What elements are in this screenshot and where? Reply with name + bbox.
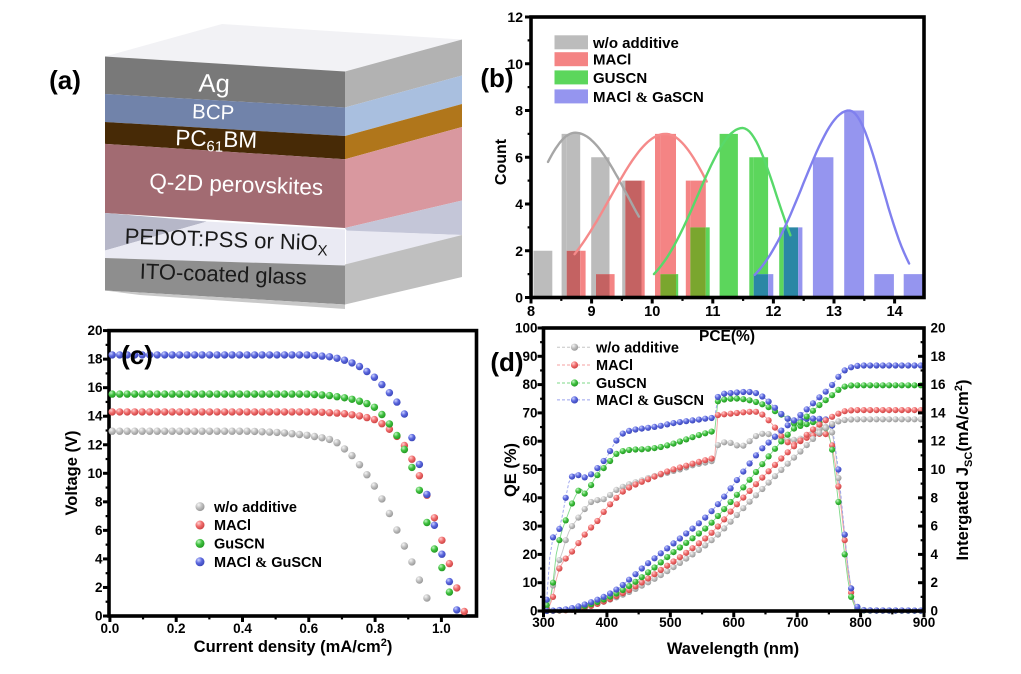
svg-text:8: 8 bbox=[515, 103, 523, 119]
svg-text:6: 6 bbox=[931, 519, 939, 534]
svg-text:16: 16 bbox=[931, 377, 947, 392]
svg-text:1.0: 1.0 bbox=[432, 621, 451, 636]
svg-text:GuSCN: GuSCN bbox=[214, 537, 265, 553]
svg-text:MACl: MACl bbox=[593, 52, 631, 69]
svg-text:0.8: 0.8 bbox=[366, 621, 385, 636]
svg-text:300: 300 bbox=[532, 615, 555, 630]
svg-text:(d): (d) bbox=[490, 347, 523, 377]
svg-text:10: 10 bbox=[522, 575, 537, 590]
svg-text:PC61BM: PC61BM bbox=[175, 125, 258, 157]
svg-text:8: 8 bbox=[527, 304, 535, 320]
svg-text:BCP: BCP bbox=[192, 100, 235, 124]
svg-text:500: 500 bbox=[659, 615, 682, 630]
svg-text:12: 12 bbox=[507, 9, 523, 25]
svg-text:14: 14 bbox=[87, 409, 103, 424]
svg-text:Intergated JSC(mA/cm2): Intergated JSC(mA/cm2) bbox=[953, 380, 975, 561]
svg-text:800: 800 bbox=[849, 615, 872, 630]
svg-text:20: 20 bbox=[931, 321, 946, 336]
svg-text:11: 11 bbox=[705, 304, 720, 320]
svg-text:4: 4 bbox=[931, 547, 939, 562]
svg-text:MACl: MACl bbox=[214, 518, 251, 534]
svg-text:700: 700 bbox=[786, 615, 809, 630]
svg-text:2: 2 bbox=[95, 580, 103, 595]
svg-text:Current density (mA/cm2): Current density (mA/cm2) bbox=[194, 637, 393, 656]
svg-text:90: 90 bbox=[522, 349, 537, 364]
svg-text:12: 12 bbox=[765, 304, 781, 320]
svg-text:4: 4 bbox=[515, 196, 523, 212]
svg-text:600: 600 bbox=[722, 615, 745, 630]
svg-text:2: 2 bbox=[515, 243, 523, 259]
svg-text:8: 8 bbox=[95, 494, 103, 509]
svg-text:GUSCN: GUSCN bbox=[593, 70, 647, 87]
svg-text:18: 18 bbox=[87, 352, 103, 367]
svg-text:(a): (a) bbox=[49, 65, 81, 95]
svg-text:16: 16 bbox=[87, 380, 103, 395]
svg-text:60: 60 bbox=[522, 434, 537, 449]
svg-text:10: 10 bbox=[931, 462, 946, 477]
svg-text:Count: Count bbox=[493, 138, 510, 185]
svg-text:40: 40 bbox=[522, 490, 537, 505]
svg-text:0: 0 bbox=[931, 604, 939, 619]
svg-text:70: 70 bbox=[522, 405, 537, 420]
svg-text:(b): (b) bbox=[480, 63, 513, 93]
svg-text:w/o additive: w/o additive bbox=[213, 500, 297, 516]
svg-text:w/o additive: w/o additive bbox=[595, 340, 679, 356]
svg-text:PCE(%): PCE(%) bbox=[699, 328, 755, 345]
svg-text:50: 50 bbox=[522, 462, 537, 477]
svg-text:20: 20 bbox=[87, 323, 102, 338]
svg-text:14: 14 bbox=[931, 405, 947, 420]
svg-text:10: 10 bbox=[507, 56, 523, 72]
svg-text:30: 30 bbox=[522, 519, 537, 534]
svg-text:8: 8 bbox=[931, 490, 939, 505]
svg-text:MACl & GuSCN: MACl & GuSCN bbox=[214, 555, 322, 571]
svg-text:w/o additive: w/o additive bbox=[592, 35, 679, 52]
svg-text:4: 4 bbox=[95, 551, 103, 566]
svg-text:(c): (c) bbox=[121, 340, 153, 370]
svg-text:6: 6 bbox=[515, 149, 523, 165]
svg-text:13: 13 bbox=[826, 304, 842, 320]
svg-text:0: 0 bbox=[515, 290, 523, 306]
svg-text:100: 100 bbox=[515, 321, 538, 336]
svg-text:12: 12 bbox=[87, 437, 102, 452]
svg-text:10: 10 bbox=[644, 304, 660, 320]
svg-text:0.6: 0.6 bbox=[299, 621, 318, 636]
svg-text:0: 0 bbox=[95, 609, 103, 624]
svg-text:QE (%): QE (%) bbox=[502, 443, 520, 497]
svg-text:Ag: Ag bbox=[198, 69, 230, 98]
svg-text:0.4: 0.4 bbox=[233, 621, 252, 636]
svg-text:2: 2 bbox=[931, 575, 939, 590]
svg-text:0.2: 0.2 bbox=[167, 621, 186, 636]
svg-text:0: 0 bbox=[530, 604, 538, 619]
svg-text:MACl & GuSCN: MACl & GuSCN bbox=[596, 393, 704, 409]
svg-text:0.0: 0.0 bbox=[101, 621, 120, 636]
svg-text:9: 9 bbox=[588, 304, 596, 320]
svg-text:900: 900 bbox=[913, 615, 936, 630]
svg-text:ITO-coated glass: ITO-coated glass bbox=[139, 259, 307, 290]
svg-text:14: 14 bbox=[887, 304, 903, 320]
svg-text:GuSCN: GuSCN bbox=[596, 376, 647, 392]
svg-text:20: 20 bbox=[522, 547, 537, 562]
svg-text:400: 400 bbox=[596, 615, 619, 630]
svg-text:Wavelength (nm): Wavelength (nm) bbox=[667, 640, 799, 658]
svg-text:MACl & GaSCN: MACl & GaSCN bbox=[593, 89, 704, 106]
svg-text:18: 18 bbox=[931, 349, 947, 364]
svg-text:Voltage (V): Voltage (V) bbox=[63, 431, 81, 516]
svg-text:80: 80 bbox=[522, 377, 537, 392]
svg-text:MACl: MACl bbox=[596, 358, 633, 374]
svg-text:Q-2D perovskites: Q-2D perovskites bbox=[149, 169, 324, 200]
svg-text:12: 12 bbox=[931, 434, 946, 449]
svg-text:6: 6 bbox=[95, 523, 103, 538]
svg-text:10: 10 bbox=[87, 466, 102, 481]
